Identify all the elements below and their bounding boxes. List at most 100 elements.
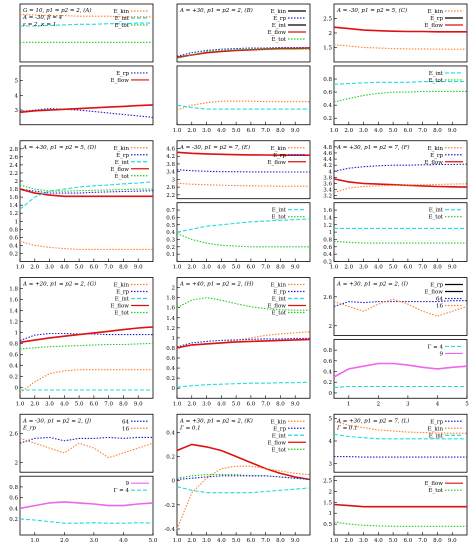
series-line-E_kin [19, 13, 153, 18]
y-tick-label: 3.8 [323, 175, 332, 181]
panel-frame [333, 202, 468, 262]
y-tick-label: 2 [15, 461, 19, 467]
series-line-E_rp [176, 337, 310, 348]
y-tick-label: 3.6 [323, 181, 332, 187]
series-line-E_flow [333, 26, 467, 33]
x-tick-label: 9.0 [448, 265, 457, 271]
x-tick-label: 5.0 [149, 538, 158, 544]
panel-frame [19, 277, 154, 399]
legend-label: 64 [122, 419, 129, 425]
panel-annotation: A = -30, p1 = p2 = 2, (J) [22, 417, 91, 424]
x-tick-label: 1.0 [173, 265, 182, 271]
panel-annotation: Γ = 0.1 [336, 425, 358, 431]
legend-label: E_tot [115, 174, 130, 180]
x-tick-label: 3.0 [359, 265, 368, 271]
x-tick-label: 9.0 [134, 265, 143, 271]
y-tick-label: 0.2 [323, 116, 332, 122]
y-tick-label: 1 [329, 230, 333, 236]
panel-frame [333, 413, 468, 473]
y-tick-label: 2.2 [9, 171, 18, 177]
y-tick-label: 2.6 [9, 432, 18, 438]
series-line-64 [333, 300, 467, 308]
x-tick-label: 8.0 [119, 401, 128, 407]
x-tick-label: 7.0 [418, 265, 427, 271]
x-tick-label: 2 [377, 401, 381, 407]
x-tick-label: 6.0 [404, 538, 413, 544]
y-tick-label: 0.7 [166, 208, 175, 214]
legend-label: E_tot [429, 78, 444, 84]
y-tick-label: 3 [172, 177, 176, 183]
legend-label: E_flow [425, 23, 444, 29]
panel-annotation: A = +30, p1 = p2 = 2, (K) [179, 417, 253, 424]
legend-label: E_int [272, 433, 287, 439]
series-line-E_kin [333, 44, 467, 50]
y-tick-label: 0.4 [9, 243, 18, 249]
y-tick-label: 3.8 [166, 162, 175, 168]
y-tick-label: 1 [329, 511, 333, 517]
series-line-E_rp [333, 163, 468, 172]
x-tick-label: 3.0 [90, 538, 99, 544]
legend-label: E_kin [428, 9, 444, 15]
panel-frame [19, 65, 154, 126]
panel-frame [19, 140, 154, 262]
y-tick-label: 0.6 [323, 245, 332, 251]
x-tick-label: 5.0 [232, 538, 241, 544]
series-line-E_int [333, 81, 467, 85]
y-tick-label: 1.6 [9, 297, 18, 303]
legend-label: E_flow [425, 481, 444, 487]
x-tick-label: 2.0 [187, 265, 196, 271]
x-tick-label: 9.0 [291, 128, 300, 134]
legend-label: E_kin [428, 426, 444, 432]
y-tick-label: 0.4 [166, 366, 175, 372]
x-tick-label: 8.0 [433, 538, 442, 544]
y-tick-label: 2.6 [9, 155, 18, 161]
legend-label: E_flow [111, 167, 130, 173]
y-tick-label: 1.6 [323, 208, 332, 214]
panel-annotation: ε = 2, κ = 1 [23, 22, 56, 28]
y-tick-label: 0.2 [9, 374, 18, 380]
x-tick-label: 5.0 [75, 401, 84, 407]
x-tick-label: 5.0 [389, 128, 398, 134]
y-tick-label: 1.2 [9, 319, 18, 325]
x-tick-label: 3.0 [202, 128, 211, 134]
x-tick-label: 1.0 [330, 128, 339, 134]
x-tick-label: 8.0 [276, 128, 285, 134]
legend-label: E_flow [111, 78, 130, 84]
legend-label: E_rp [430, 153, 443, 159]
y-tick-label: 3 [329, 461, 333, 467]
legend-label: E_tot [115, 311, 130, 317]
x-tick-label: 1.0 [173, 538, 182, 544]
legend-label: E_tot [272, 311, 287, 317]
y-tick-label: 1.4 [9, 203, 18, 209]
y-tick-label: 1.2 [9, 211, 18, 217]
y-tick-label: 0 [172, 386, 176, 392]
x-tick-label: 2.0 [344, 265, 353, 271]
legend-label: Γ = 4 [114, 488, 130, 494]
panel-annotation: Γ = 0.1 [179, 425, 201, 431]
x-tick-label: 2.0 [187, 401, 196, 407]
legend-label: E_flow [425, 160, 444, 166]
legend-label: E_rp [273, 153, 286, 159]
x-tick-label: 5.0 [232, 401, 241, 407]
y-tick-label: 0.8 [9, 485, 18, 491]
y-tick-label: 0.2 [323, 260, 332, 266]
x-tick-label: 9.0 [448, 538, 457, 544]
y-tick-label: 1.4 [166, 316, 175, 322]
y-tick-label: 0.5 [166, 223, 175, 229]
series-line-E_int [333, 433, 467, 440]
y-tick-label: 0.6 [323, 90, 332, 96]
legend-label: 64 [436, 297, 443, 303]
panel-frame [19, 475, 154, 536]
series-line-E_flow [176, 151, 310, 156]
legend-label: E_int [272, 297, 287, 303]
y-tick-label: 0.6 [323, 359, 332, 365]
x-tick-label: 4.0 [374, 265, 383, 271]
legend-label: E_flow [268, 160, 287, 166]
legend-label: E_int [272, 23, 287, 29]
x-tick-label: 9.0 [291, 538, 300, 544]
